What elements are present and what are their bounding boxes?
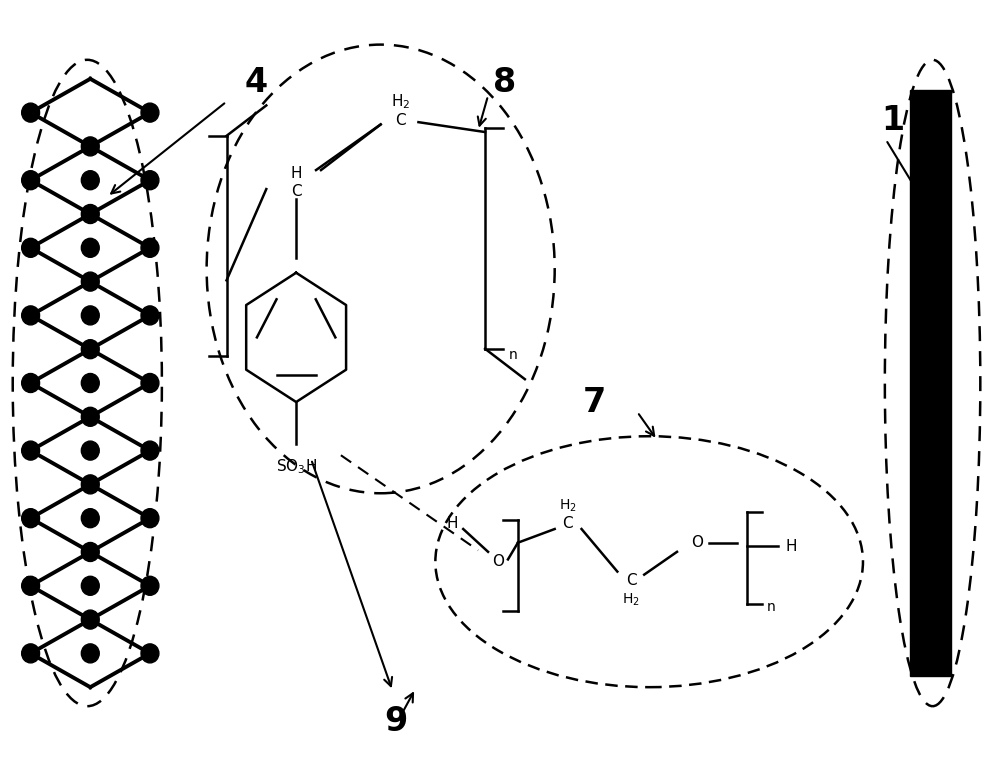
Ellipse shape: [81, 441, 99, 460]
Ellipse shape: [141, 576, 159, 595]
Text: H: H: [786, 539, 797, 554]
Text: H$_2$: H$_2$: [559, 498, 577, 515]
Text: O: O: [691, 535, 703, 550]
Text: H$_2$: H$_2$: [622, 591, 640, 608]
Ellipse shape: [81, 238, 99, 257]
Text: H: H: [290, 166, 302, 182]
Ellipse shape: [81, 137, 99, 156]
Text: C: C: [562, 516, 573, 531]
Ellipse shape: [81, 509, 99, 528]
Ellipse shape: [81, 475, 99, 494]
Text: H: H: [447, 516, 458, 531]
Ellipse shape: [141, 238, 159, 257]
Text: n: n: [509, 348, 517, 362]
Ellipse shape: [22, 171, 40, 190]
Text: O: O: [492, 555, 504, 569]
Text: 8: 8: [493, 66, 517, 99]
Ellipse shape: [81, 542, 99, 561]
Ellipse shape: [141, 171, 159, 190]
Ellipse shape: [81, 610, 99, 629]
Ellipse shape: [22, 103, 40, 122]
Ellipse shape: [141, 374, 159, 392]
Ellipse shape: [141, 509, 159, 528]
Text: C: C: [395, 113, 406, 128]
Text: C: C: [291, 184, 301, 199]
Ellipse shape: [81, 272, 99, 291]
Ellipse shape: [81, 644, 99, 663]
Ellipse shape: [22, 374, 40, 392]
Text: 4: 4: [245, 66, 268, 99]
Text: C: C: [626, 573, 637, 588]
Ellipse shape: [141, 306, 159, 325]
Ellipse shape: [81, 576, 99, 595]
Text: SO$_3$H: SO$_3$H: [276, 457, 317, 476]
Ellipse shape: [22, 238, 40, 257]
Text: 1: 1: [881, 104, 904, 137]
Text: n: n: [767, 601, 776, 614]
Ellipse shape: [22, 509, 40, 528]
Ellipse shape: [141, 103, 159, 122]
Ellipse shape: [81, 306, 99, 325]
Ellipse shape: [81, 408, 99, 427]
Ellipse shape: [22, 441, 40, 460]
Ellipse shape: [81, 205, 99, 224]
Text: 7: 7: [583, 385, 606, 418]
Text: 9: 9: [384, 705, 407, 738]
Ellipse shape: [141, 644, 159, 663]
Ellipse shape: [22, 306, 40, 325]
Ellipse shape: [141, 441, 159, 460]
Ellipse shape: [81, 339, 99, 358]
Ellipse shape: [22, 644, 40, 663]
Ellipse shape: [22, 576, 40, 595]
Ellipse shape: [81, 374, 99, 392]
Text: H$_2$: H$_2$: [391, 92, 410, 111]
Ellipse shape: [81, 171, 99, 190]
Bar: [910, 90, 951, 676]
